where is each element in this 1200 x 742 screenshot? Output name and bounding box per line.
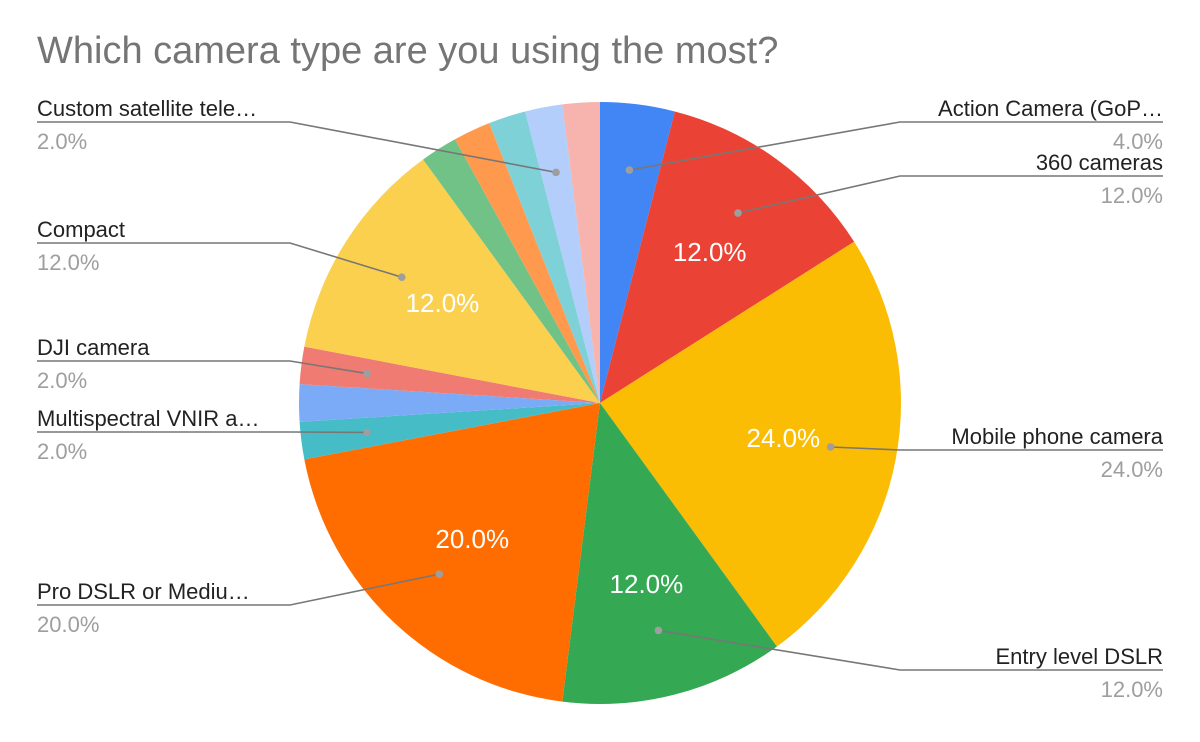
leader-line bbox=[37, 360, 368, 375]
slice-category-label: Multispectral VNIR a… bbox=[37, 406, 260, 431]
leader-dot bbox=[826, 443, 835, 451]
slice-percent-label: 12.0% bbox=[37, 250, 99, 275]
chart-title: Which camera type are you using the most… bbox=[37, 30, 779, 72]
leader-line bbox=[658, 629, 1163, 671]
leader-dot bbox=[397, 273, 406, 281]
pie-slice bbox=[299, 403, 600, 460]
slice-category-label: DJI camera bbox=[37, 335, 150, 360]
leader-line bbox=[37, 242, 403, 278]
leader-dot bbox=[363, 369, 371, 378]
pie-slice bbox=[600, 102, 675, 403]
leader-line bbox=[737, 175, 1163, 214]
pie-slice bbox=[304, 403, 600, 702]
leader-line bbox=[830, 446, 1163, 451]
pie-slice bbox=[299, 384, 600, 422]
pie-slice bbox=[299, 346, 600, 403]
pie-slice bbox=[600, 241, 901, 647]
pie-slice bbox=[489, 111, 600, 403]
slice-category-label: Custom satellite tele… bbox=[37, 96, 257, 121]
pie-slice bbox=[525, 104, 600, 403]
pie-slice bbox=[562, 403, 777, 704]
leader-line bbox=[37, 121, 557, 174]
slice-inside-label: 24.0% bbox=[746, 423, 820, 453]
slice-inside-label: 12.0% bbox=[610, 569, 684, 599]
slice-percent-label: 12.0% bbox=[1101, 183, 1163, 208]
leader-dot bbox=[654, 626, 663, 635]
pie-slices bbox=[299, 102, 901, 704]
slice-category-label: Mobile phone camera bbox=[951, 424, 1163, 449]
slice-inside-label: 20.0% bbox=[435, 524, 509, 554]
slice-texts: Action Camera (GoP… 4.0% 12.0% 360 cameras 1… bbox=[37, 96, 1164, 702]
slice-percent-label: 12.0% bbox=[1101, 677, 1163, 702]
pie-slice bbox=[423, 139, 600, 403]
slice-category-label: 360 cameras bbox=[1036, 150, 1163, 175]
slice-category-label: Pro DSLR or Mediu… bbox=[37, 579, 250, 604]
pie-slice bbox=[562, 102, 600, 403]
slice-percent-label: 24.0% bbox=[1101, 457, 1163, 482]
leader-dot bbox=[734, 209, 742, 217]
slice-category-label: Entry level DSLR bbox=[995, 644, 1163, 669]
slice-percent-label: 20.0% bbox=[37, 612, 99, 637]
leader-dot bbox=[625, 166, 634, 174]
slice-percent-label: 4.0% bbox=[1113, 129, 1163, 154]
slice-percent-label: 2.0% bbox=[37, 439, 87, 464]
slice-category-label: Compact bbox=[37, 217, 125, 242]
slice-category-label: Action Camera (GoP… bbox=[938, 96, 1163, 121]
leader-dot bbox=[435, 570, 444, 578]
pie-slice bbox=[304, 159, 600, 403]
leader-line bbox=[37, 573, 440, 606]
leader-line bbox=[629, 121, 1163, 171]
slice-inside-label: 12.0% bbox=[406, 288, 480, 318]
slice-percent-label: 2.0% bbox=[37, 129, 87, 154]
leader-lines bbox=[37, 121, 1163, 671]
leader-dot bbox=[552, 168, 560, 177]
slice-percent-label: 2.0% bbox=[37, 368, 87, 393]
slice-inside-label: 12.0% bbox=[673, 237, 747, 267]
pie-slice bbox=[600, 111, 855, 403]
pie-slice bbox=[454, 123, 600, 404]
leader-dot bbox=[363, 428, 371, 437]
